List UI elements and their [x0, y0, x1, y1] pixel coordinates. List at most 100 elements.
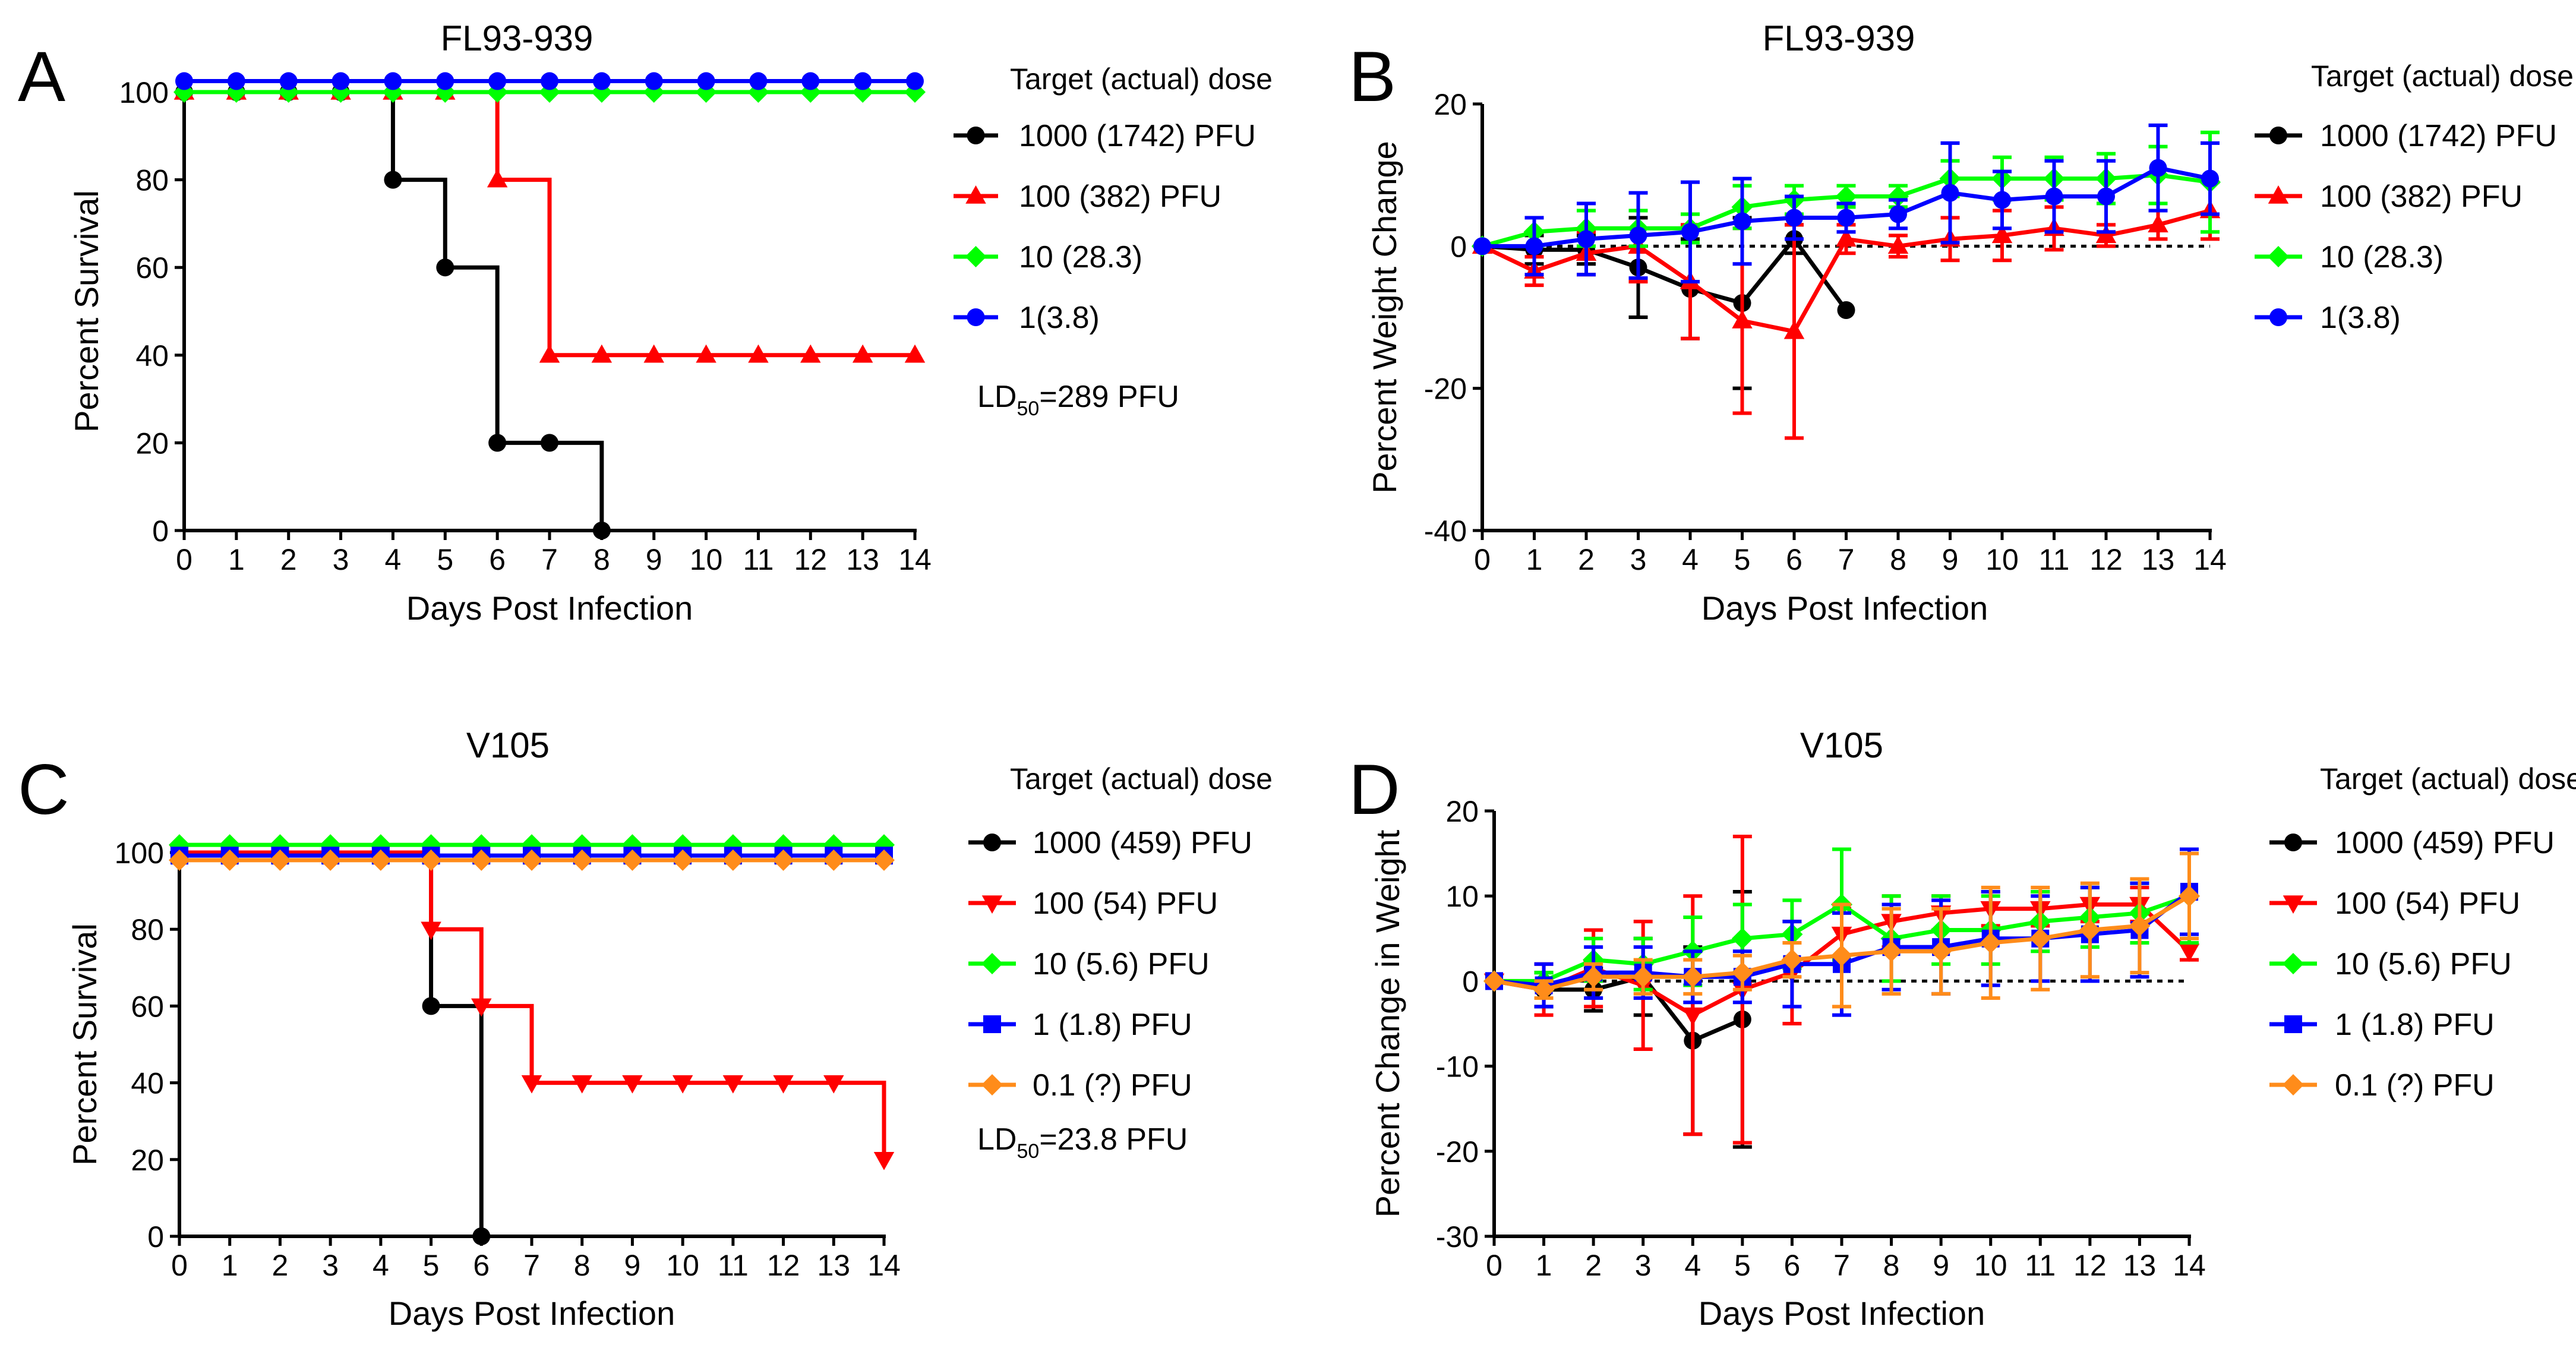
y-tick-label: -10 [1436, 1050, 1479, 1084]
legend-marker [965, 246, 987, 267]
x-tick-label: 14 [2173, 1249, 2206, 1282]
x-tick-label: 3 [1635, 1249, 1652, 1282]
chart-title: FL93-939 [1763, 18, 1915, 58]
legend-label: 10 (28.3) [1019, 240, 1142, 274]
data-point [488, 72, 507, 90]
data-point [487, 169, 508, 188]
data-point [2029, 927, 2051, 949]
legend-label: 100 (382) PFU [2320, 179, 2523, 214]
y-tick-label: 60 [135, 251, 169, 285]
y-tick-label: 40 [135, 339, 169, 372]
chart-title: V105 [466, 725, 550, 765]
data-point [823, 849, 845, 871]
x-tick-label: 10 [690, 543, 723, 576]
data-point [436, 258, 454, 277]
legend-marker [981, 895, 1003, 914]
data-point [2201, 169, 2219, 188]
legend-marker [2268, 185, 2289, 204]
data-point [1991, 225, 2013, 244]
x-tick-label: 7 [1833, 1249, 1850, 1282]
y-tick-label: -20 [1436, 1135, 1479, 1169]
legend-marker [2283, 895, 2304, 914]
x-tick-label: 11 [2039, 543, 2070, 576]
data-point [1781, 949, 1803, 971]
ld50-value: =23.8 PFU [1039, 1122, 1188, 1157]
data-point [219, 849, 241, 871]
x-tick-label: 4 [385, 543, 402, 576]
x-tick-label: 12 [2089, 543, 2123, 576]
data-point [2095, 225, 2117, 244]
x-tick-label: 4 [1682, 543, 1699, 576]
data-point [421, 921, 441, 940]
data-point [904, 344, 926, 363]
legend-label: 1000 (459) PFU [1033, 826, 1252, 860]
legend-label: 10 (5.6) PFU [2335, 947, 2512, 981]
data-point [1836, 228, 1857, 247]
series-4 [1483, 851, 2200, 1009]
x-axis-label: Days Post Infection [1701, 589, 1988, 627]
x-tick-label: 9 [624, 1249, 641, 1282]
data-point [1930, 940, 1952, 962]
x-tick-label: 4 [1684, 1249, 1701, 1282]
y-axis-label: Percent Change in Weight [1369, 829, 1406, 1217]
ld50-subscript: 50 [1016, 397, 1039, 420]
legend-label: 1(3.8) [2320, 301, 2401, 335]
x-tick-label: 1 [222, 1249, 238, 1282]
x-tick-label: 2 [1578, 543, 1595, 576]
x-tick-label: 2 [280, 543, 297, 576]
data-point [592, 72, 611, 90]
ld50-prefix: LD [977, 380, 1016, 414]
series-3 [175, 72, 924, 90]
x-tick-label: 8 [594, 543, 610, 576]
data-point [1941, 184, 1959, 202]
y-tick-label: -20 [1424, 372, 1467, 406]
data-point [1993, 191, 2011, 209]
legend-marker [967, 127, 985, 144]
x-tick-label: 5 [423, 1249, 440, 1282]
data-point [175, 72, 193, 90]
y-tick-label: 0 [1462, 965, 1479, 998]
data-point [384, 171, 402, 189]
data-point [722, 849, 744, 871]
data-point [370, 849, 392, 871]
x-tick-label: 10 [666, 1249, 699, 1282]
data-point [488, 434, 507, 452]
data-point [521, 849, 542, 871]
y-tick-label: 20 [135, 427, 169, 460]
data-point [2129, 915, 2151, 937]
panel-letter: C [18, 750, 70, 829]
x-tick-label: 3 [1630, 543, 1647, 576]
data-point [2179, 885, 2200, 907]
x-tick-label: 12 [794, 543, 827, 576]
x-tick-label: 0 [171, 1249, 188, 1282]
data-point [436, 72, 454, 90]
data-point [1629, 226, 1647, 245]
ld50-value: =289 PFU [1039, 380, 1179, 414]
y-tick-label: 0 [147, 1220, 164, 1254]
data-point [621, 849, 643, 871]
data-point [422, 997, 440, 1015]
data-point [672, 849, 694, 871]
legend-marker [965, 185, 986, 204]
y-tick-label: 10 [1445, 880, 1479, 913]
x-tick-label: 0 [1474, 543, 1491, 576]
legend-marker [2269, 127, 2287, 144]
data-point [1483, 970, 1505, 992]
data-point [2148, 214, 2168, 233]
data-point [1731, 962, 1753, 984]
data-point [169, 849, 190, 871]
legend-marker [967, 308, 985, 326]
data-point [643, 344, 664, 363]
x-tick-label: 10 [1974, 1249, 2007, 1282]
data-point [2045, 187, 2063, 206]
data-point [645, 72, 663, 90]
data-point [772, 849, 794, 871]
data-point [906, 72, 924, 90]
data-point [2149, 159, 2167, 177]
y-tick-label: -40 [1424, 514, 1467, 548]
x-tick-label: 10 [1985, 543, 2019, 576]
x-tick-label: 5 [437, 543, 453, 576]
